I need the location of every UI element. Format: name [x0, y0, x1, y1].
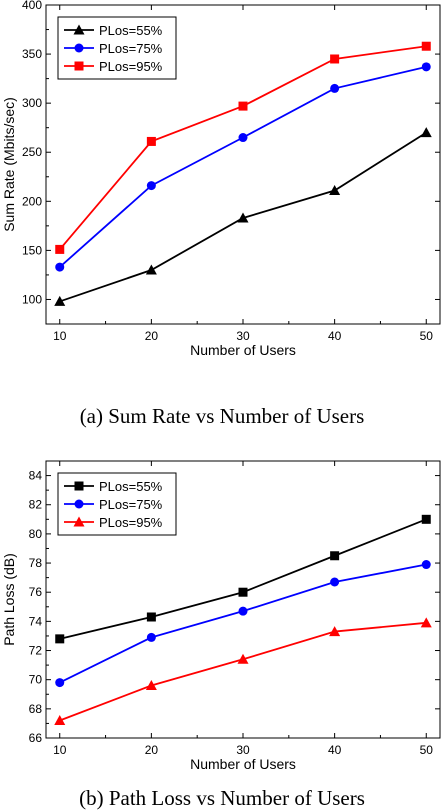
chart-b-y-axis-label: Path Loss (dB)	[1, 553, 17, 646]
chart-a-y-tick-label: 300	[22, 96, 42, 110]
chart-a-data-point-0	[145, 264, 157, 275]
chart-a-y-tick-label: 350	[22, 47, 42, 61]
chart-a-data-point-0	[329, 185, 341, 196]
chart-a-legend-label-1: PLos=75%	[99, 41, 163, 56]
chart-a-x-tick-label: 50	[420, 329, 434, 343]
chart-a-x-tick-label: 10	[53, 329, 67, 343]
chart-b-data-point-2	[237, 653, 249, 664]
chart-a-legend-marker-1	[74, 43, 84, 53]
chart-a-y-axis-label: Sum Rate (Mbits/sec)	[1, 97, 17, 232]
chart-a-x-tick-label: 20	[145, 329, 159, 343]
chart-a-legend-marker-0	[73, 24, 85, 35]
chart-b-legend-marker-0	[74, 481, 84, 491]
chart-b-y-tick-label: 66	[29, 731, 43, 745]
chart-b-data-point-0	[146, 612, 156, 622]
chart-b-data-point-2	[54, 715, 66, 726]
chart-b-x-tick-label: 50	[420, 743, 434, 757]
chart-a-data-point-0	[54, 295, 66, 306]
chart-a-data-point-0	[237, 212, 249, 223]
chart-a-legend-marker-2	[74, 61, 84, 71]
chart-a-data-point-0	[420, 127, 432, 138]
chart-a-y-tick-label: 250	[22, 145, 42, 159]
chart-b-data-point-1	[55, 678, 65, 688]
chart-b-y-tick-label: 70	[29, 673, 43, 687]
chart-a-legend-label-0: PLos=55%	[99, 23, 163, 38]
chart-b-legend-label-0: PLos=55%	[99, 479, 163, 494]
chart-a-x-tick-label: 30	[236, 329, 250, 343]
chart-a-data-point-1	[330, 83, 340, 93]
chart-b-y-tick-label: 72	[29, 644, 43, 658]
chart-b-data-point-2	[145, 680, 157, 691]
chart-a-y-tick-label: 150	[22, 243, 42, 257]
chart-b-x-tick-label: 40	[328, 743, 342, 757]
figure-a: 10 20 30 40 50 100 150 200 250 300 350 400 Number of…	[1, 0, 441, 428]
chart-path-loss: 10 20 30 40 50 66 68 70 72 74 76 78 80 82 84 Number of …	[1, 460, 441, 772]
chart-b-data-point-1	[238, 606, 248, 616]
chart-b-legend-marker-2	[73, 516, 85, 527]
chart-b-y-tick-label: 68	[29, 702, 43, 716]
chart-b-data-point-0	[238, 587, 248, 597]
chart-b-data-point-2	[329, 626, 341, 637]
chart-a-data-point-1	[55, 262, 65, 272]
chart-b-data-point-1	[421, 560, 431, 570]
chart-b-data-point-0	[330, 551, 340, 561]
chart-a-data-point-1	[421, 62, 431, 72]
chart-b-y-tick-label: 80	[29, 527, 43, 541]
chart-b-series-line-1	[59, 563, 427, 684]
chart-a-x-tick-label: 40	[328, 329, 342, 343]
chart-b-legend-marker-1	[74, 499, 84, 509]
chart-a-legend-label-2: PLos=95%	[99, 59, 163, 74]
chart-b-x-axis-label: Number of Users	[190, 756, 296, 772]
chart-b-series-line-0	[59, 518, 427, 640]
chart-b-legend-label-1: PLos=75%	[99, 497, 163, 512]
chart-b-x-tick-label: 10	[53, 743, 67, 757]
chart-a-y-tick-label: 100	[22, 292, 42, 306]
chart-a-data-point-1	[146, 181, 156, 191]
figure-b: 10 20 30 40 50 66 68 70 72 74 76 78 80 82 84 Number of …	[0, 444, 444, 812]
chart-b-data-point-2	[420, 617, 432, 628]
chart-b-data-point-1	[330, 577, 340, 587]
chart-a-data-point-2	[421, 41, 431, 51]
chart-b-series-line-2	[59, 621, 427, 722]
chart-a-data-point-2	[330, 54, 340, 64]
chart-a-y-tick-label: 400	[22, 0, 42, 12]
chart-b-y-tick-label: 78	[29, 556, 43, 570]
chart-b-x-tick-label: 20	[145, 743, 159, 757]
chart-b-y-tick-label: 82	[29, 498, 43, 512]
chart-b-data-point-0	[421, 514, 431, 524]
chart-a-x-axis-label: Number of Users	[190, 342, 296, 358]
chart-b-y-tick-label: 74	[29, 614, 43, 628]
chart-sum-rate: 10 20 30 40 50 100 150 200 250 300 350 400 Number of…	[1, 0, 441, 358]
chart-a-y-tick-label: 200	[22, 194, 42, 208]
chart-b-y-tick-label: 84	[29, 469, 43, 483]
chart-a-data-point-1	[238, 133, 248, 143]
chart-b-legend-label-2: PLos=95%	[99, 515, 163, 530]
chart-a-data-point-2	[55, 244, 65, 254]
chart-a-data-point-2	[238, 101, 248, 111]
chart-b-y-tick-label: 76	[29, 585, 43, 599]
chart-a-data-point-2	[146, 136, 156, 146]
chart-b-data-point-1	[146, 632, 156, 642]
chart-b-x-tick-label: 30	[236, 743, 250, 757]
caption-b: (b) Path Loss vs Number of Users	[79, 786, 365, 810]
caption-a: (a) Sum Rate vs Number of Users	[79, 404, 365, 428]
chart-b-data-point-0	[55, 634, 65, 644]
